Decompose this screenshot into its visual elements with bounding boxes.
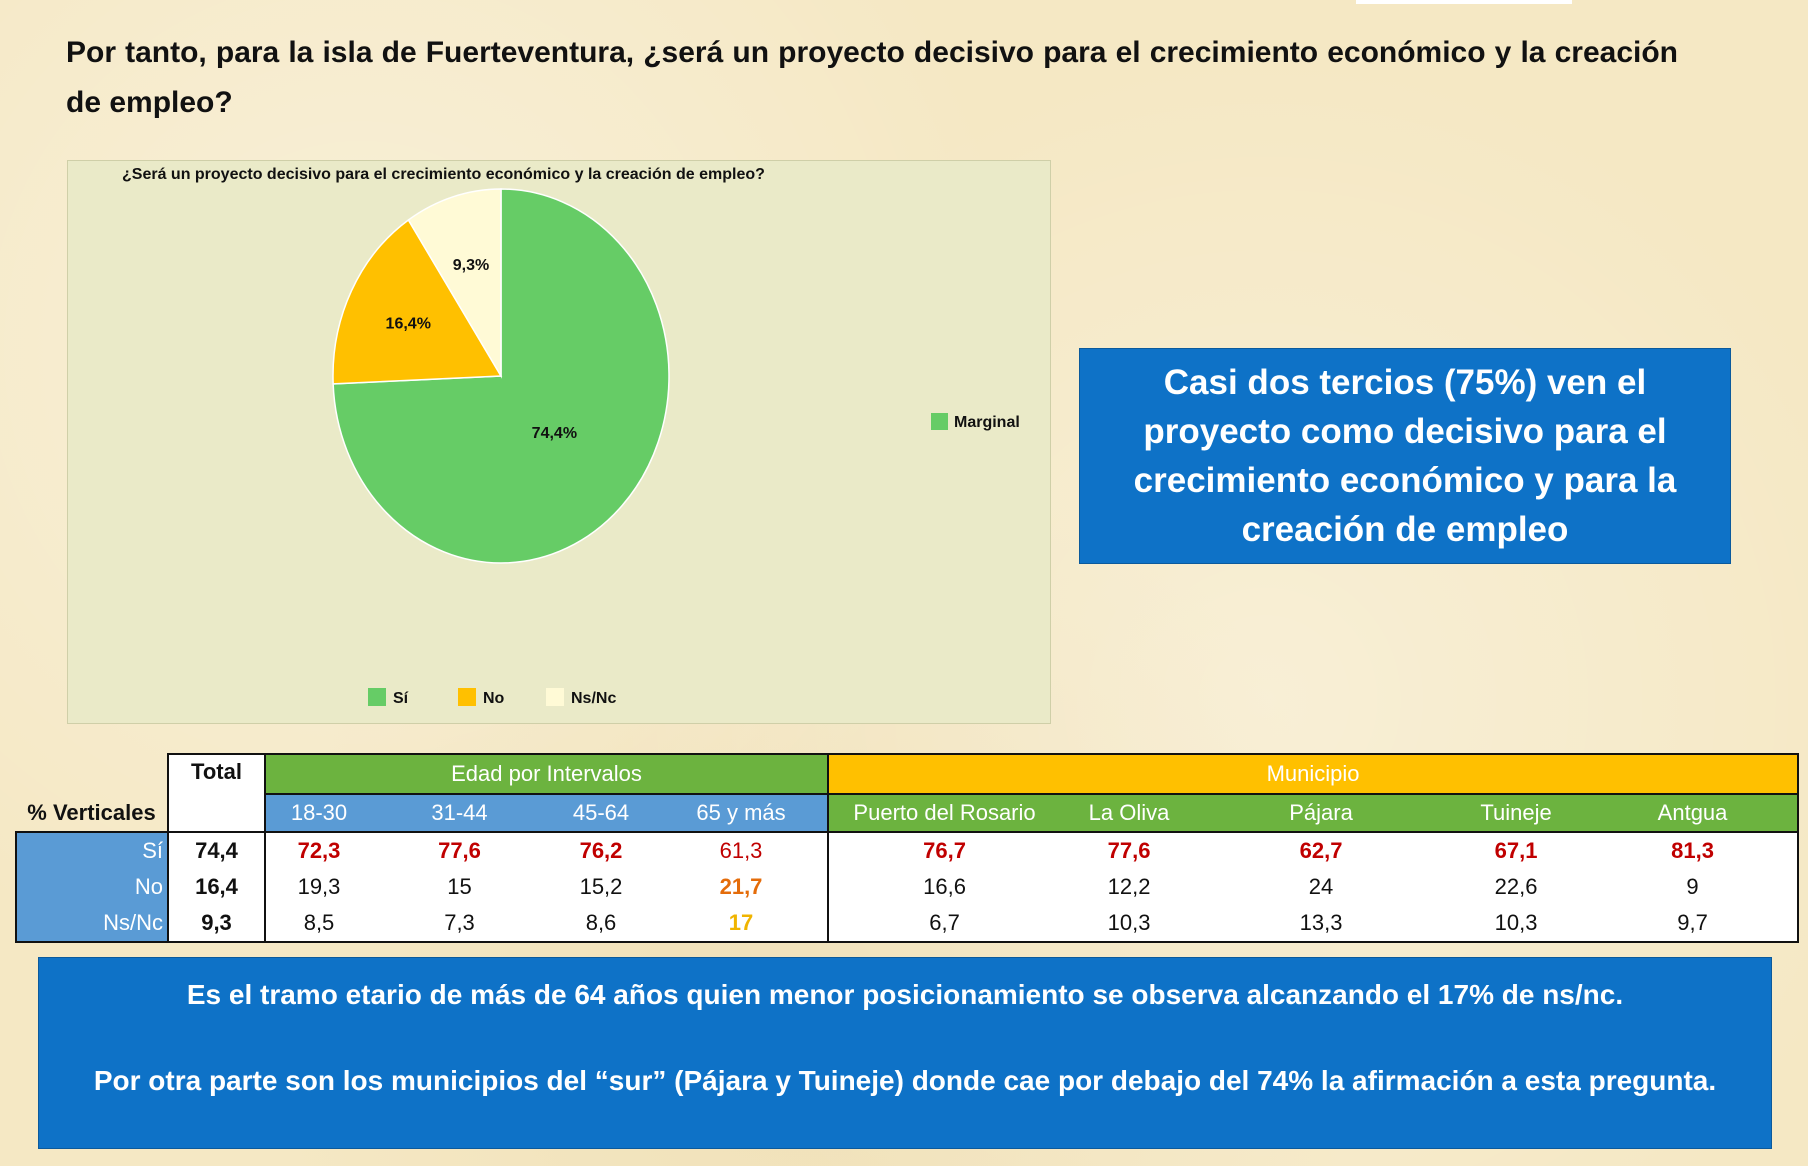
row-label: Sí <box>15 831 168 869</box>
legend-label: Ns/Nc <box>571 690 616 707</box>
row-label: Ns/Nc <box>15 905 168 943</box>
summary-box: Es el tramo etario de más de 64 años qui… <box>38 957 1772 1149</box>
table-row: Ns/Nc 9,3 8,5 7,3 8,6 17 6,7 10,3 13,3 1… <box>15 905 1800 943</box>
total-cell: 9,3 <box>167 905 266 943</box>
col-header-municipio: Antgua <box>1588 794 1800 832</box>
value-cell: 9,7 <box>1588 905 1800 943</box>
value-cell: 16,6 <box>828 869 1061 905</box>
value-cell: 81,3 <box>1588 831 1800 869</box>
table-row: No 16,4 19,3 15 15,2 21,7 16,6 12,2 24 2… <box>15 869 1800 905</box>
value-cell: 8,5 <box>265 905 372 943</box>
pie-slice-ns-nc <box>407 188 502 379</box>
value-cell: 15,2 <box>547 869 655 905</box>
legend-swatch <box>458 688 476 706</box>
value-cell: 12,2 <box>1060 869 1199 905</box>
table-corner-blank <box>16 754 168 794</box>
total-header: Total <box>167 753 266 833</box>
chart-title: ¿Será un proyecto decisivo para el creci… <box>122 166 765 183</box>
callout-text: Casi dos tercios (75%) ven el proyecto c… <box>1133 363 1677 549</box>
col-header-municipio: Pájara <box>1198 794 1445 832</box>
value-cell: 13,3 <box>1198 905 1445 943</box>
col-header-age: 65 y más <box>655 794 830 832</box>
pie-chart: ¿Será un proyecto decisivo para el creci… <box>122 166 1020 707</box>
value-cell: 24 <box>1198 869 1445 905</box>
col-header-age: 45-64 <box>547 794 655 832</box>
pie-data-label: 9,3% <box>453 257 489 274</box>
value-cell: 10,3 <box>1444 905 1589 943</box>
pie-data-label: 74,4% <box>532 425 577 442</box>
value-cell: 76,2 <box>547 831 655 869</box>
pie-data-label: 16,4% <box>386 315 431 332</box>
group-header-municipio: Municipio <box>827 753 1800 795</box>
value-cell: 62,7 <box>1198 831 1445 869</box>
value-cell: 77,6 <box>1060 831 1199 869</box>
value-cell: 22,6 <box>1444 869 1589 905</box>
corner-label: % Verticales <box>27 799 156 825</box>
table-row: Sí 74,4 72,3 77,6 76,2 61,3 76,7 77,6 62… <box>15 831 1800 869</box>
col-header-age: 31-44 <box>372 794 547 832</box>
col-header-municipio: Puerto del Rosario <box>828 794 1061 832</box>
results-table: Total Edad por Intervalos Municipio % Ve… <box>15 753 1800 943</box>
value-cell: 61,3 <box>655 831 830 869</box>
page-title: Por tanto, para la isla de Fuerteventura… <box>66 36 1678 119</box>
value-cell: 15 <box>372 869 547 905</box>
value-cell: 17 <box>655 905 830 943</box>
pie-chart-panel: ¿Será un proyecto decisivo para el creci… <box>67 160 1051 724</box>
legend-label: Marginal <box>954 414 1020 431</box>
legend-swatch <box>931 413 948 430</box>
legend-label: No <box>483 690 505 707</box>
legend-label: Sí <box>393 690 409 707</box>
row-label: No <box>15 869 168 905</box>
col-header-age: 18-30 <box>264 794 372 832</box>
value-cell: 21,7 <box>655 869 830 905</box>
col-header-municipio: Tuineje <box>1444 794 1589 832</box>
pie-slice-no <box>332 218 503 385</box>
value-cell: 72,3 <box>265 831 372 869</box>
value-cell: 9 <box>1588 869 1800 905</box>
callout-box: Casi dos tercios (75%) ven el proyecto c… <box>1079 348 1731 564</box>
total-cell: 16,4 <box>167 869 266 905</box>
value-cell: 6,7 <box>828 905 1061 943</box>
legend-swatch <box>546 688 564 706</box>
value-cell: 8,6 <box>547 905 655 943</box>
summary-line-2: Por otra parte son los municipios del “s… <box>93 1065 1717 1096</box>
total-cell: 74,4 <box>167 831 266 869</box>
group-header-edad: Edad por Intervalos <box>263 753 830 795</box>
summary-line-1: Es el tramo etario de más de 64 años qui… <box>186 979 1624 1010</box>
value-cell: 19,3 <box>265 869 372 905</box>
top-edge-strip <box>1356 0 1572 4</box>
value-cell: 67,1 <box>1444 831 1589 869</box>
value-cell: 10,3 <box>1060 905 1199 943</box>
value-cell: 76,7 <box>828 831 1061 869</box>
legend-swatch <box>368 688 386 706</box>
value-cell: 7,3 <box>372 905 547 943</box>
col-header-municipio: La Oliva <box>1060 794 1199 832</box>
value-cell: 77,6 <box>372 831 547 869</box>
